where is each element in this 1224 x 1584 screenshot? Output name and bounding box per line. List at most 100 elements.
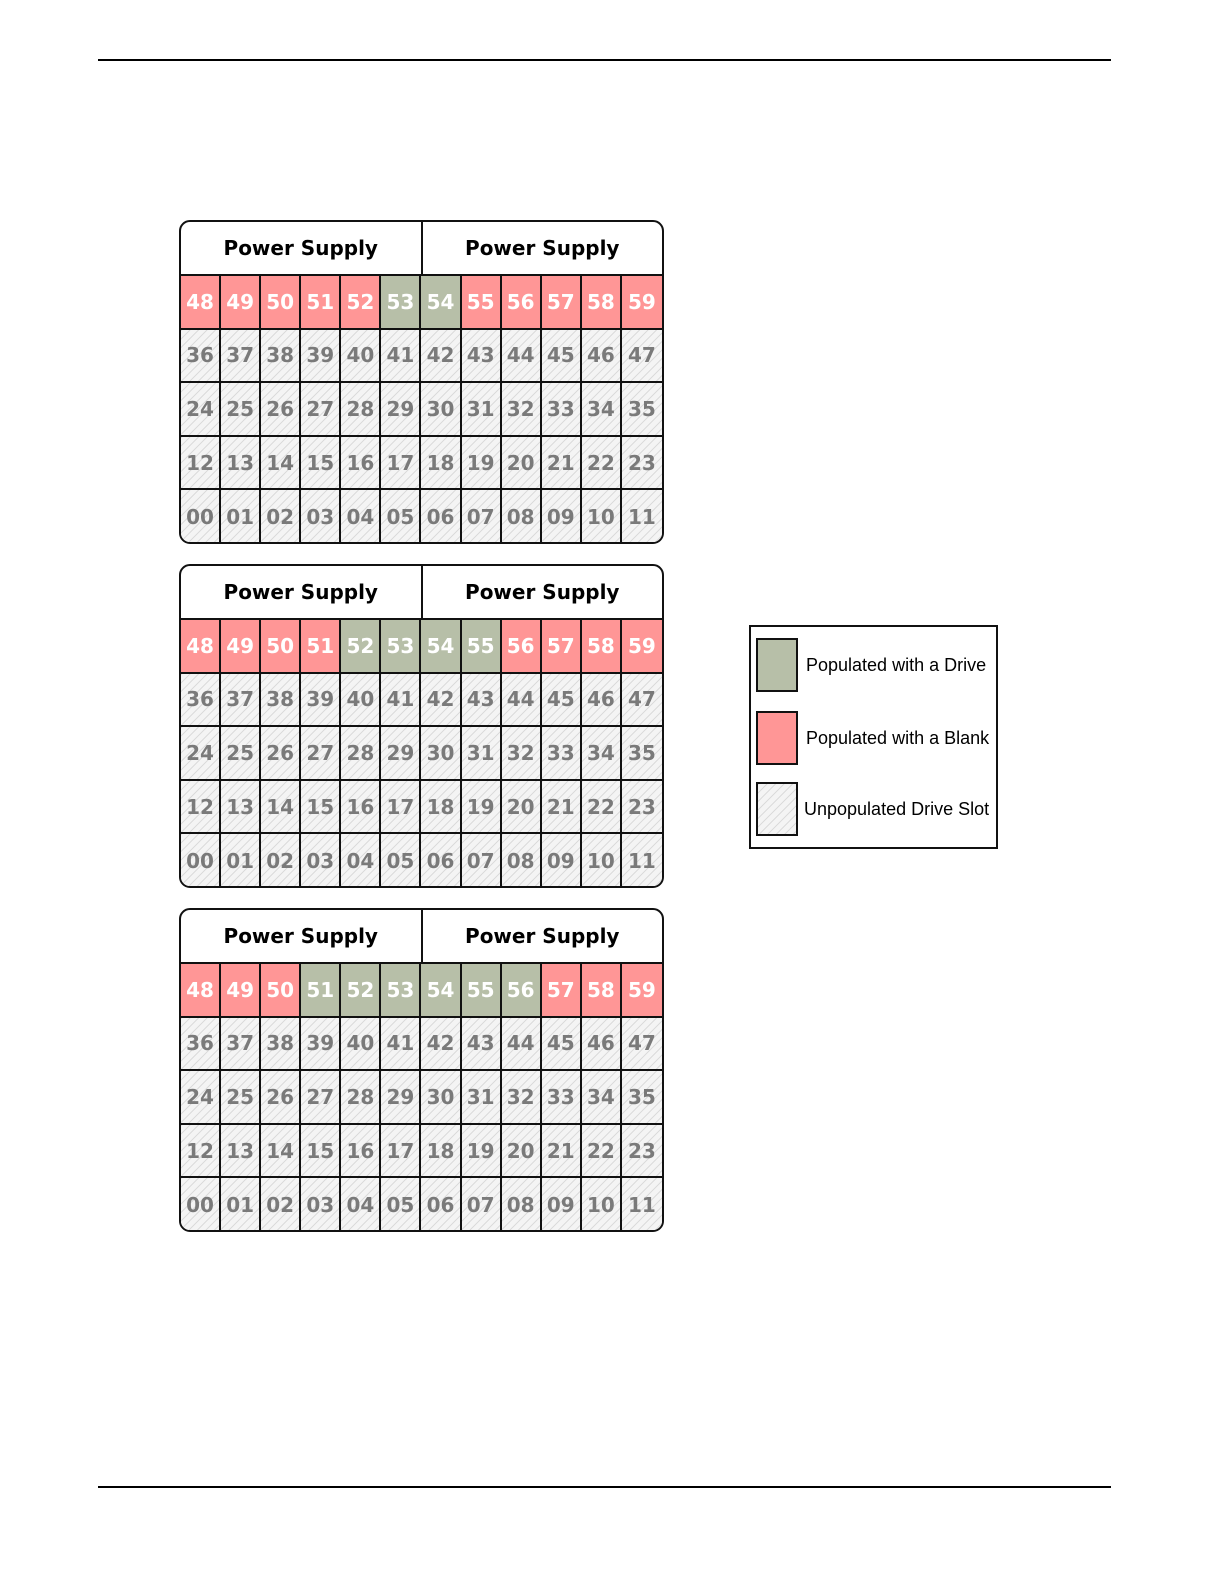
drive-slot-22: 22	[581, 436, 622, 491]
drive-slot-11: 11	[621, 490, 662, 542]
drive-slot-28: 28	[341, 727, 382, 781]
drive-slot-27: 27	[301, 383, 342, 437]
drive-slot-59: 59	[621, 620, 662, 674]
drive-slot-18: 18	[421, 1124, 462, 1179]
drive-slot-08: 08	[501, 490, 542, 542]
power-supply-left: Power Supply	[223, 580, 378, 604]
drive-slot-31: 31	[461, 1071, 502, 1125]
drive-slot-35: 35	[621, 727, 662, 781]
drive-slot-47: 47	[621, 1017, 662, 1072]
drive-slot-40: 40	[341, 673, 382, 728]
power-supply-right: Power Supply	[420, 910, 663, 962]
drive-slot-23: 23	[621, 780, 662, 835]
drive-slot-36: 36	[181, 1017, 222, 1072]
drive-slot-11: 11	[621, 1178, 662, 1230]
drive-slot-58: 58	[581, 964, 622, 1018]
drive-slot-04: 04	[341, 834, 382, 886]
drive-slot-14: 14	[261, 1124, 302, 1179]
drive-slot-28: 28	[341, 1071, 382, 1125]
drive-slot-23: 23	[621, 1124, 662, 1179]
drive-slot-00: 00	[181, 490, 222, 542]
drive-slot-52: 52	[341, 620, 382, 674]
drive-slot-48: 48	[181, 620, 222, 674]
drive-slot-46: 46	[581, 673, 622, 728]
drive-slot-39: 39	[301, 673, 342, 728]
drive-slot-45: 45	[541, 1017, 582, 1072]
drive-slot-17: 17	[381, 1124, 422, 1179]
drive-slot-02: 02	[261, 1178, 302, 1230]
drive-slot-47: 47	[621, 673, 662, 728]
drive-slot-21: 21	[541, 1124, 582, 1179]
drive-slot-47: 47	[621, 329, 662, 384]
legend-label-unpopulated: Unpopulated Drive Slot	[804, 799, 990, 819]
drive-slot-25: 25	[221, 727, 262, 781]
drive-slot-19: 19	[461, 780, 502, 835]
drive-slot-07: 07	[461, 1178, 502, 1230]
enclosure-2: Power Supply Power Supply 48 49 50 51 52 53 54…	[179, 564, 664, 888]
drive-slot-41: 41	[381, 329, 422, 384]
drive-slot-55: 55	[461, 964, 502, 1018]
drive-slot-05: 05	[381, 490, 422, 542]
drive-swatch	[756, 638, 798, 692]
drive-slot-25: 25	[221, 383, 262, 437]
legend-label-drive: Populated with a Drive	[806, 655, 987, 675]
drive-slot-24: 24	[181, 727, 222, 781]
drive-slot-grid: 48 49 50 51 52 53 54 55 56 57 58 59 36 37 38 39 40 41 42 43…	[181, 620, 662, 886]
drive-slot-51: 51	[301, 620, 342, 674]
drive-slot-10: 10	[581, 1178, 622, 1230]
drive-slot-32: 32	[501, 727, 542, 781]
drive-slot-59: 59	[621, 276, 662, 330]
drive-slot-20: 20	[501, 436, 542, 491]
drive-slot-52: 52	[341, 964, 382, 1018]
drive-slot-58: 58	[581, 620, 622, 674]
drive-slot-52: 52	[341, 276, 382, 330]
drive-slot-17: 17	[381, 436, 422, 491]
drive-slot-49: 49	[221, 620, 262, 674]
drive-slot-38: 38	[261, 1017, 302, 1072]
drive-slot-31: 31	[461, 727, 502, 781]
drive-slot-13: 13	[221, 1124, 262, 1179]
drive-slot-58: 58	[581, 276, 622, 330]
drive-slot-16: 16	[341, 436, 382, 491]
drive-slot-02: 02	[261, 490, 302, 542]
drive-slot-10: 10	[581, 490, 622, 542]
drive-slot-08: 08	[501, 1178, 542, 1230]
drive-slot-42: 42	[421, 1017, 462, 1072]
drive-slot-33: 33	[541, 1071, 582, 1125]
drive-slot-10: 10	[581, 834, 622, 886]
drive-slot-29: 29	[381, 1071, 422, 1125]
drive-slot-49: 49	[221, 964, 262, 1018]
drive-slot-11: 11	[621, 834, 662, 886]
drive-slot-09: 09	[541, 490, 582, 542]
drive-slot-02: 02	[261, 834, 302, 886]
drive-slot-19: 19	[461, 436, 502, 491]
drive-slot-06: 06	[421, 834, 462, 886]
drive-slot-55: 55	[461, 276, 502, 330]
drive-slot-54: 54	[421, 276, 462, 330]
drive-slot-01: 01	[221, 1178, 262, 1230]
drive-slot-28: 28	[341, 383, 382, 437]
drive-slot-18: 18	[421, 780, 462, 835]
legend-item-unpopulated: Unpopulated Drive Slot	[756, 782, 996, 838]
drive-slot-42: 42	[421, 329, 462, 384]
drive-slot-24: 24	[181, 1071, 222, 1125]
drive-slot-56: 56	[501, 620, 542, 674]
drive-slot-43: 43	[461, 1017, 502, 1072]
drive-slot-12: 12	[181, 436, 222, 491]
drive-slot-42: 42	[421, 673, 462, 728]
drive-slot-23: 23	[621, 436, 662, 491]
drive-slot-57: 57	[541, 964, 582, 1018]
drive-slot-57: 57	[541, 620, 582, 674]
drive-slot-14: 14	[261, 780, 302, 835]
drive-slot-54: 54	[421, 964, 462, 1018]
drive-slot-43: 43	[461, 329, 502, 384]
enclosure-3: Power Supply Power Supply 48 49 50 51 52 53 54…	[179, 908, 664, 1232]
drive-slot-01: 01	[221, 490, 262, 542]
drive-slot-37: 37	[221, 673, 262, 728]
drive-slot-38: 38	[261, 673, 302, 728]
drive-slot-14: 14	[261, 436, 302, 491]
drive-slot-56: 56	[501, 964, 542, 1018]
drive-slot-53: 53	[381, 964, 422, 1018]
drive-slot-29: 29	[381, 727, 422, 781]
drive-slot-30: 30	[421, 727, 462, 781]
